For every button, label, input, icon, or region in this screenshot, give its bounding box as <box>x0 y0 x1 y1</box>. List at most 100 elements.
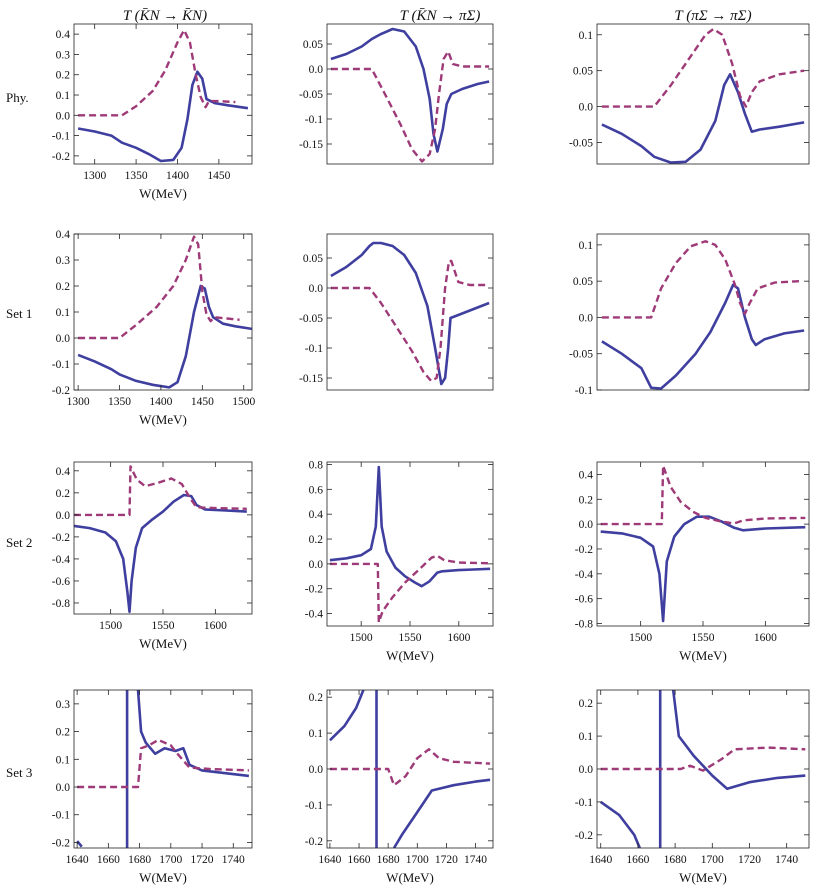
x-tick-label: 1500 <box>99 620 122 632</box>
x-tick-label: 1700 <box>406 854 429 866</box>
series-solid <box>600 515 806 623</box>
x-tick-label: 1500 <box>350 632 373 644</box>
x-tick-label: 1600 <box>204 620 227 632</box>
x-tick-label: 1740 <box>222 854 245 866</box>
series-solid <box>77 70 249 163</box>
y-tick-label: 0.0 <box>309 764 324 776</box>
y-tick-label: -0.1 <box>52 810 70 822</box>
x-tick-label: 1450 <box>207 170 230 182</box>
y-tick-label: -0.2 <box>52 532 70 544</box>
column-titles: T (K̄N → K̄N) T (K̄N → πΣ) T (πΣ → πΣ) <box>123 8 752 24</box>
y-tick-label: 0.0 <box>309 559 324 571</box>
x-tick-label: 1680 <box>128 854 151 866</box>
x-tick-label: 1740 <box>775 854 798 866</box>
panel-set2-knkn: -0.8 -0.6 -0.4 -0.2 0.0 0.2 0.4 1500 1550 1600 W(M… <box>52 461 253 651</box>
x-tick-label: 1680 <box>377 854 400 866</box>
series-group <box>330 27 490 163</box>
series-solid-right <box>671 690 806 791</box>
y-tick-label: -0.1 <box>305 800 323 812</box>
y-tick-label: -0.1 <box>305 343 323 355</box>
series-group <box>601 240 805 390</box>
plot-frame <box>326 233 494 391</box>
y-tick-label: -0.2 <box>575 544 593 556</box>
panel-set1-knkn: -0.2 -0.1 0.0 0.1 0.2 0.3 0.4 1300 1350 1400 1450 1… <box>52 229 256 427</box>
y-tick-label: 0.2 <box>309 692 324 704</box>
series-group <box>328 690 491 848</box>
series-group <box>600 464 806 623</box>
x-tick-label: 1300 <box>83 170 106 182</box>
y-tick-label: -0.05 <box>299 313 323 325</box>
y-tick-label: -0.1 <box>52 131 70 143</box>
plot-frame <box>326 461 494 627</box>
series-solid <box>74 493 247 614</box>
series-dashed <box>329 554 491 624</box>
y-tick-label: -0.8 <box>575 619 593 631</box>
y-tick-label: 0.1 <box>579 731 594 743</box>
y-tick-label: 0.0 <box>309 64 324 76</box>
x-tick-label: 1500 <box>232 396 255 408</box>
row-label-set2: Set 2 <box>6 535 32 550</box>
x-tick-label: 1720 <box>191 854 214 866</box>
y-tick-label: -0.15 <box>299 139 323 151</box>
series-group <box>76 690 250 848</box>
x-tick-label: 1660 <box>97 854 120 866</box>
panel-phy-psps: -0.05 0.0 0.05 0.1 <box>569 23 810 165</box>
plot-frame <box>73 461 253 615</box>
y-tick-label: -0.4 <box>575 569 593 581</box>
y-tick-label: 0.2 <box>579 494 594 506</box>
col-title-3: T (πΣ → πΣ) <box>674 8 751 24</box>
y-tick-label: -0.2 <box>52 385 70 397</box>
y-tick-label: 0.0 <box>309 283 324 295</box>
series-dashed <box>329 748 491 787</box>
series-group <box>77 28 249 163</box>
y-tick-label: 0.4 <box>56 229 71 241</box>
row-label-set3: Set 3 <box>6 765 32 780</box>
y-tick-label: 0.1 <box>56 754 71 766</box>
x-tick-label: 1400 <box>149 396 172 408</box>
x-axis-label: W(MeV) <box>139 870 187 885</box>
plot-frame <box>73 689 253 849</box>
y-tick-label: -0.05 <box>569 349 593 361</box>
panels: -0.2 -0.1 0.0 0.1 0.2 0.3 0.4 1300 1350 1400 1450 W… <box>52 23 810 885</box>
x-tick-label: 1550 <box>399 632 422 644</box>
x-axis-label: W(MeV) <box>386 870 434 885</box>
panel-set3-knps: -0.2 -0.1 0.0 0.1 0.2 1640 1660 1680 1700 1720 174… <box>305 689 494 885</box>
y-tick-label: -0.4 <box>52 554 70 566</box>
y-tick-label: -0.1 <box>575 385 593 397</box>
row-label-set1: Set 1 <box>6 306 32 321</box>
x-tick-label: 1350 <box>125 170 148 182</box>
y-tick-label: 0.0 <box>56 333 71 345</box>
y-tick-label: 0.2 <box>56 281 71 293</box>
row-labels: Phy. Set 1 Set 2 Set 3 <box>6 90 32 780</box>
y-tick-label: 0.05 <box>303 39 323 51</box>
x-tick-label: 1550 <box>152 620 175 632</box>
x-axis-label: W(MeV) <box>679 870 727 885</box>
panel-phy-knps: -0.15 -0.1 -0.05 0.0 0.05 <box>299 23 494 165</box>
series-solid <box>76 840 83 848</box>
y-tick-label: -0.05 <box>299 89 323 101</box>
panel-set1-knps: -0.15 -0.1 -0.05 0.0 0.05 <box>299 233 494 391</box>
y-tick-label: -0.6 <box>575 594 593 606</box>
x-axis-label: W(MeV) <box>139 186 187 201</box>
x-axis-label: W(MeV) <box>139 412 187 427</box>
y-tick-label: -0.1 <box>52 359 70 371</box>
y-tick-label: -0.2 <box>575 830 593 842</box>
x-axis-label: W(MeV) <box>386 648 434 663</box>
y-tick-label: -0.4 <box>305 609 323 621</box>
y-tick-label: 0.3 <box>56 255 71 267</box>
x-tick-label: 1640 <box>589 854 612 866</box>
y-tick-label: 0.0 <box>579 312 594 324</box>
series-dashed <box>78 28 236 117</box>
y-tick-label: 0.1 <box>579 240 594 252</box>
x-tick-label: 1640 <box>318 854 341 866</box>
x-axis-label: W(MeV) <box>679 648 727 663</box>
col-title-2: T (K̄N → πΣ) <box>400 8 481 24</box>
panel-phy-knkn: -0.2 -0.1 0.0 0.1 0.2 0.3 0.4 1300 1350 1400 1450 W… <box>52 23 253 201</box>
series-group <box>329 465 491 624</box>
y-tick-label: -0.2 <box>305 584 323 596</box>
series-dashed <box>600 746 806 772</box>
y-tick-label: 0.8 <box>309 459 324 471</box>
series-group <box>74 465 247 614</box>
series-group <box>330 241 490 386</box>
